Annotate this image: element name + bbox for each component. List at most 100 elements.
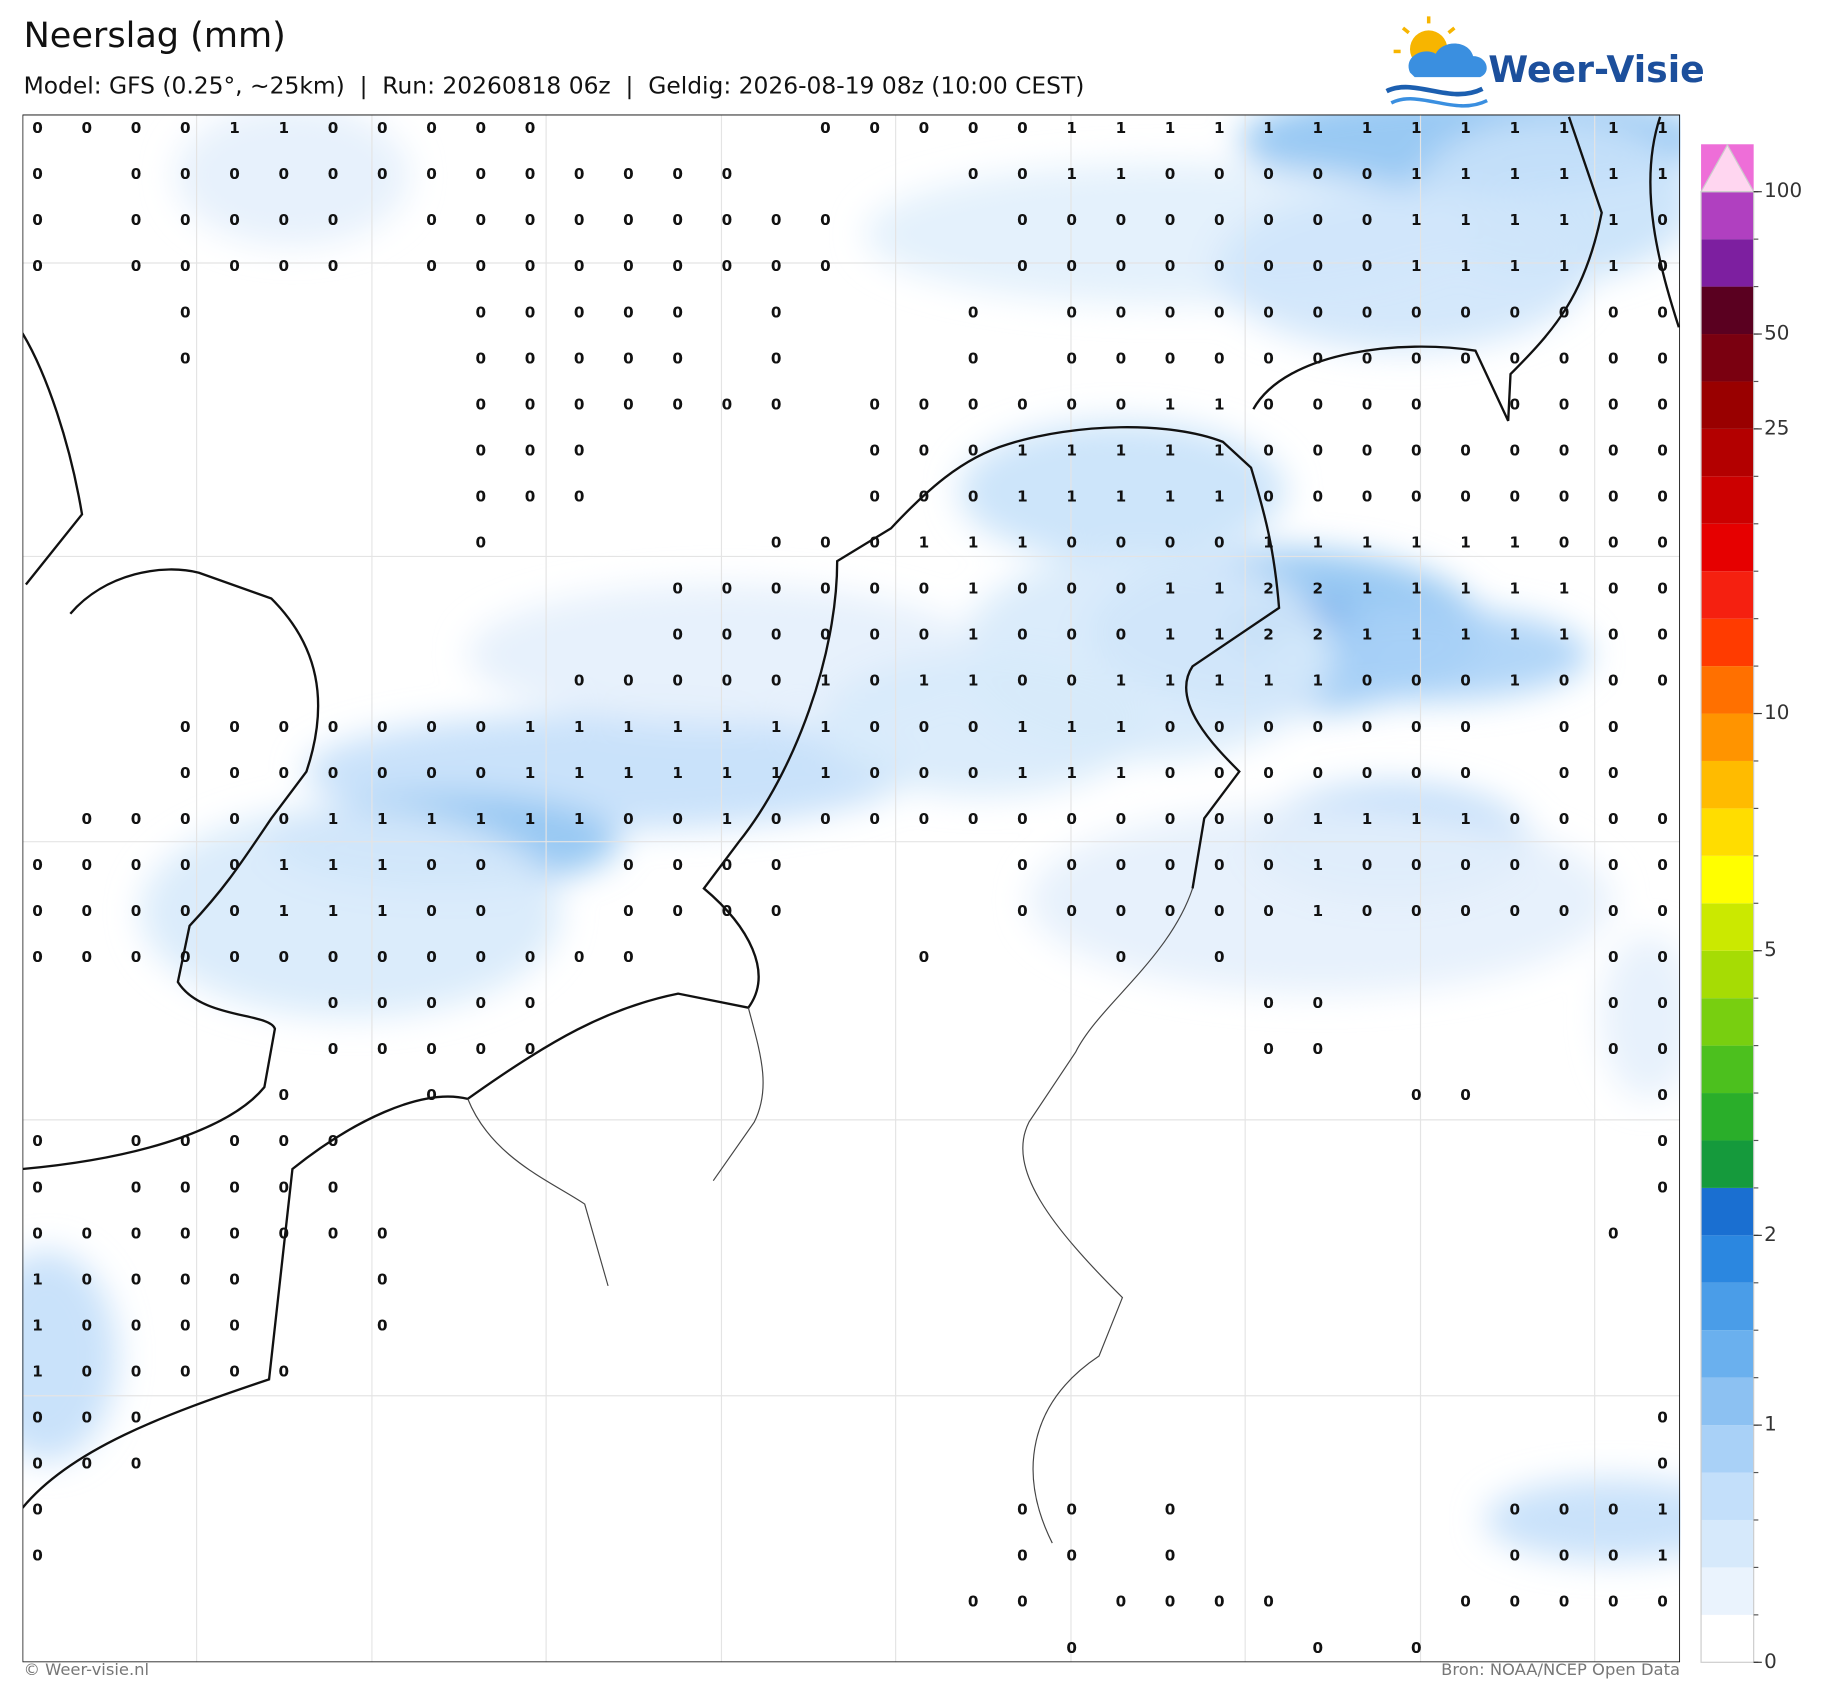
precip-value: 0 (279, 948, 290, 966)
precip-value: 0 (1657, 626, 1668, 644)
precip-value: 1 (328, 810, 339, 828)
precip-value: 0 (1017, 626, 1028, 644)
precip-value: 0 (869, 672, 880, 690)
precip-value: 1 (1509, 257, 1520, 275)
precip-value: 0 (1165, 718, 1176, 736)
precip-value: 0 (1509, 810, 1520, 828)
precip-value: 0 (1066, 1501, 1077, 1519)
colorbar-segment (1701, 428, 1754, 477)
precip-value: 1 (771, 764, 782, 782)
precip-value: 0 (968, 119, 979, 137)
precip-value: 0 (1165, 1593, 1176, 1611)
precip-value: 1 (1509, 672, 1520, 690)
precip-value: 0 (1165, 902, 1176, 920)
precip-value: 0 (1116, 349, 1127, 367)
precip-value: 0 (1559, 441, 1570, 459)
precip-value: 1 (1362, 810, 1373, 828)
precip-value: 1 (1214, 441, 1225, 459)
precip-value: 0 (475, 211, 486, 229)
precip-value: 0 (475, 764, 486, 782)
precip-value: 0 (722, 580, 733, 598)
precip-value: 0 (1214, 165, 1225, 183)
precip-value: 1 (1608, 257, 1619, 275)
precip-value: 0 (1017, 119, 1028, 137)
colorbar-segment (1701, 950, 1754, 999)
precip-value: 0 (820, 211, 831, 229)
precip-value: 0 (131, 257, 142, 275)
precip-area (958, 420, 1287, 562)
precip-value: 0 (1657, 349, 1668, 367)
precip-value: 0 (32, 1224, 43, 1242)
precip-value: 0 (869, 487, 880, 505)
precip-value: 1 (1066, 764, 1077, 782)
precip-value: 0 (623, 165, 634, 183)
precip-value: 0 (1263, 165, 1274, 183)
precip-value: 0 (1313, 211, 1324, 229)
precip-value: 0 (1460, 764, 1471, 782)
precip-value: 0 (1362, 856, 1373, 874)
colorbar-tick-label: 1 (1764, 1413, 1777, 1436)
precip-value: 1 (1165, 487, 1176, 505)
precip-value: 0 (32, 257, 43, 275)
precip-value: 0 (1509, 441, 1520, 459)
precip-value: 0 (1362, 764, 1373, 782)
precip-value: 0 (180, 902, 191, 920)
precip-value: 0 (574, 257, 585, 275)
colorbar-segment (1701, 239, 1754, 287)
precip-area (1215, 187, 1591, 351)
precip-value: 0 (1116, 534, 1127, 552)
colorbar-tick-label: 50 (1764, 322, 1789, 345)
precip-value: 0 (131, 1362, 142, 1380)
precip-value: 0 (1362, 211, 1373, 229)
precip-value: 0 (1116, 257, 1127, 275)
precip-value: 1 (1165, 626, 1176, 644)
precip-value: 1 (525, 810, 536, 828)
precip-value: 0 (623, 303, 634, 321)
precip-value: 1 (1460, 534, 1471, 552)
precip-value: 0 (377, 948, 388, 966)
precip-value: 0 (82, 810, 93, 828)
precip-value: 1 (1509, 534, 1520, 552)
precip-value: 0 (1657, 303, 1668, 321)
precip-value: 0 (131, 1455, 142, 1473)
precip-value: 0 (1657, 902, 1668, 920)
precip-value: 0 (1460, 856, 1471, 874)
precip-value: 0 (1411, 1086, 1422, 1104)
precip-value: 1 (1657, 165, 1668, 183)
precip-value: 0 (279, 810, 290, 828)
precip-value: 0 (1313, 487, 1324, 505)
precip-value: 0 (32, 856, 43, 874)
precip-value: 0 (1066, 257, 1077, 275)
precip-value: 0 (1559, 810, 1570, 828)
precip-area (1601, 935, 1681, 1099)
precip-value: 0 (1559, 487, 1570, 505)
precip-area (1028, 806, 1614, 994)
precip-value: 0 (525, 948, 536, 966)
precip-value: 1 (1263, 534, 1274, 552)
precip-value: 1 (820, 672, 831, 690)
precip-value: 0 (328, 1178, 339, 1196)
precip-value: 0 (1362, 395, 1373, 413)
precip-value: 0 (1116, 948, 1127, 966)
precip-value: 0 (1214, 534, 1225, 552)
precip-value: 0 (32, 211, 43, 229)
precip-value: 0 (32, 902, 43, 920)
precip-value: 0 (1165, 1547, 1176, 1565)
precip-value: 1 (574, 764, 585, 782)
precip-value: 0 (180, 718, 191, 736)
precip-value: 0 (672, 810, 683, 828)
precip-value: 0 (1460, 718, 1471, 736)
precip-value: 0 (1608, 810, 1619, 828)
colorbar-segment (1701, 760, 1754, 809)
precip-value: 1 (1411, 580, 1422, 598)
precip-value: 0 (32, 1409, 43, 1427)
precip-value: 0 (32, 1547, 43, 1565)
precip-value: 0 (1263, 349, 1274, 367)
precip-value: 0 (771, 211, 782, 229)
precip-value: 1 (1411, 119, 1422, 137)
precip-value: 0 (1116, 580, 1127, 598)
colorbar-segment (1701, 1330, 1754, 1378)
